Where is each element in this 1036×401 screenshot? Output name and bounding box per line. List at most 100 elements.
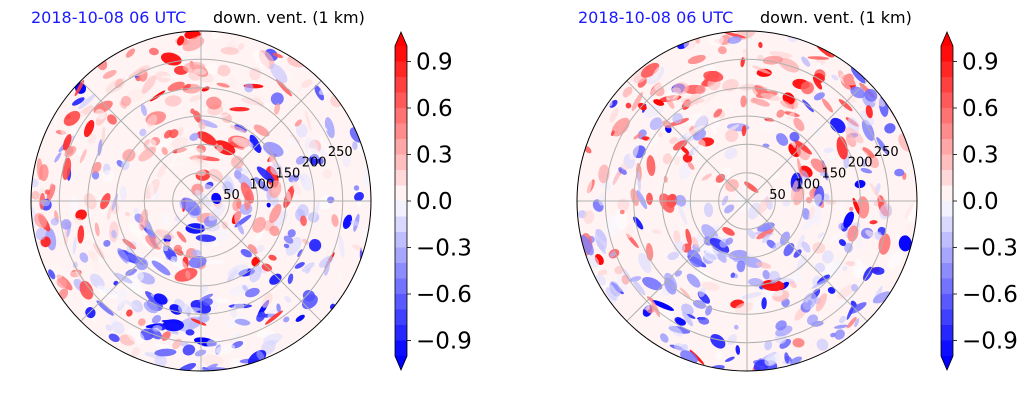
- panel-1-field-cell: [342, 214, 353, 229]
- panel-2-colorbar-level: [941, 232, 953, 248]
- panel-2-field-cell: [847, 225, 859, 242]
- panel-1-field-cell: [212, 241, 218, 247]
- panel-2-field-cell: [672, 113, 683, 124]
- panel-2-field-cell: [651, 229, 662, 235]
- panel-1-field-cell: [283, 243, 290, 249]
- panel-1-field-cell: [353, 185, 360, 191]
- panel-2-frame: [576, 30, 918, 372]
- panel-2-field-cell: [778, 57, 800, 73]
- panel-1-field-cell: [240, 168, 249, 175]
- panel-1-radial-label-250: 250: [328, 145, 353, 160]
- panel-2-field-cell: [686, 273, 701, 288]
- panel-1-field-cell: [96, 285, 118, 299]
- panel-1-field-cell: [249, 134, 262, 154]
- panel-1-field-cell: [79, 149, 87, 164]
- panel-1-field-cell: [49, 183, 55, 196]
- panel-1-field-cell: [268, 254, 277, 261]
- panel-2-field-cell: [840, 73, 858, 86]
- panel-2-field-cell: [668, 324, 683, 337]
- panel-1-field-cell: [194, 168, 207, 176]
- panel-2-field-cell: [842, 265, 848, 271]
- panel-2-field-cell: [744, 181, 759, 193]
- panel-1-field-cell: [353, 191, 365, 202]
- panel-2-field-cell: [757, 120, 777, 133]
- panel-2-field-cell: [906, 199, 917, 222]
- panel-1-field-cell: [319, 135, 331, 155]
- panel-1-field-cell: [288, 174, 300, 183]
- panel-2-field-cell: [651, 65, 662, 81]
- panel-1-field-cell: [256, 244, 265, 253]
- panel-2-field-cell: [703, 250, 718, 262]
- panel-1-field-cell: [39, 164, 49, 182]
- panel-1-field-cell: [117, 248, 130, 264]
- panel-2-colorbar-level: [941, 170, 953, 186]
- panel-1-grid-spoke-135: [80, 80, 322, 322]
- panel-1-colorbar-level: [395, 46, 407, 62]
- panel-2-colorbar-level: [941, 92, 953, 109]
- panel-2-field-cell: [617, 198, 630, 212]
- panel-2-field-cell: [797, 157, 803, 179]
- panel-1-colorbar-level: [395, 278, 407, 295]
- panel-1-field-cell: [338, 234, 345, 258]
- panel-1-field-cell: [151, 315, 162, 324]
- panel-2-field-cell: [867, 237, 880, 249]
- panel-2-field-cell: [597, 269, 608, 276]
- panel-1-colorbar-level: [395, 77, 407, 93]
- panel-1-field-cell: [216, 82, 230, 88]
- panel-2-field-cell: [653, 99, 665, 106]
- panel-2-field-cell: [812, 193, 822, 207]
- panel-1-field-cell: [244, 83, 254, 93]
- panel-2-field-cell: [821, 98, 834, 113]
- panel-1-field-cell: [96, 300, 114, 316]
- panel-1-field-cell: [231, 155, 244, 169]
- panel-1-field-cell: [171, 256, 188, 269]
- panel-2-field-cell: [703, 202, 714, 218]
- panel-2-field-cell: [761, 233, 770, 244]
- panel-1-field-cell: [91, 170, 100, 180]
- panel-2-field-cell: [869, 220, 878, 225]
- panel-1-field-cell: [53, 110, 59, 130]
- panel-2-field-cell: [673, 240, 686, 254]
- panel-2-field-cell: [698, 139, 706, 148]
- panel-1-field-cell: [160, 75, 182, 79]
- panel-1-radial-label-150: 150: [276, 167, 301, 182]
- panel-2-field-cell: [869, 182, 883, 203]
- panel-2-field-cell: [768, 270, 781, 283]
- panel-1-field-cell: [155, 237, 169, 252]
- panel-1-field-cell: [79, 252, 89, 263]
- panel-1-field-cell: [252, 216, 266, 233]
- panel-2-field-cell: [596, 239, 607, 254]
- panel-2-field-cell: [665, 92, 679, 100]
- panel-2-field-cell: [646, 155, 656, 177]
- panel-1-field-cell: [145, 284, 159, 294]
- panel-2-field-cell: [738, 321, 751, 331]
- panel-1-field-cell: [189, 94, 202, 102]
- panel-1-field-cell: [301, 262, 315, 272]
- panel-1-field-cell: [285, 70, 293, 82]
- panel-2-colorbar-ticks: 0.9 0.6 0.3 0.0 −0.3 −0.6 −0.9: [962, 50, 1018, 355]
- panel-2-field-cell: [687, 249, 703, 268]
- panel-1-field-cell: [215, 344, 236, 355]
- panel-2-field-cell: [758, 41, 763, 49]
- panel-2-colorbar-level: [941, 340, 953, 357]
- panel-2-field-cell: [703, 64, 717, 71]
- panel-1-field-cell: [131, 299, 144, 313]
- panel-2-field-cell: [876, 137, 889, 155]
- panel-2-field-cell: [651, 300, 675, 311]
- panel-2-field-cell: [828, 231, 842, 244]
- panel-2-field-cell: [631, 92, 643, 111]
- panel-2-field-cell: [789, 131, 800, 142]
- panel-2-field-cell: [838, 239, 847, 247]
- panel-1-title-variable: down. vent. (1 km): [213, 8, 365, 27]
- panel-1-field-cell: [149, 180, 155, 203]
- panel-1-field-cell: [63, 110, 81, 126]
- panel-1-field-cell: [139, 128, 147, 137]
- panel-1-field-cell: [304, 109, 312, 132]
- panel-1-field-cell: [269, 273, 282, 285]
- panel-2-field-cell: [849, 206, 854, 212]
- panel-1-field-cell: [247, 244, 258, 255]
- panel-1-field-cell: [205, 259, 226, 265]
- panel-1-field-cell: [126, 309, 133, 317]
- panel-1-field-cell: [296, 172, 306, 183]
- panel-1-field-cell: [106, 205, 113, 221]
